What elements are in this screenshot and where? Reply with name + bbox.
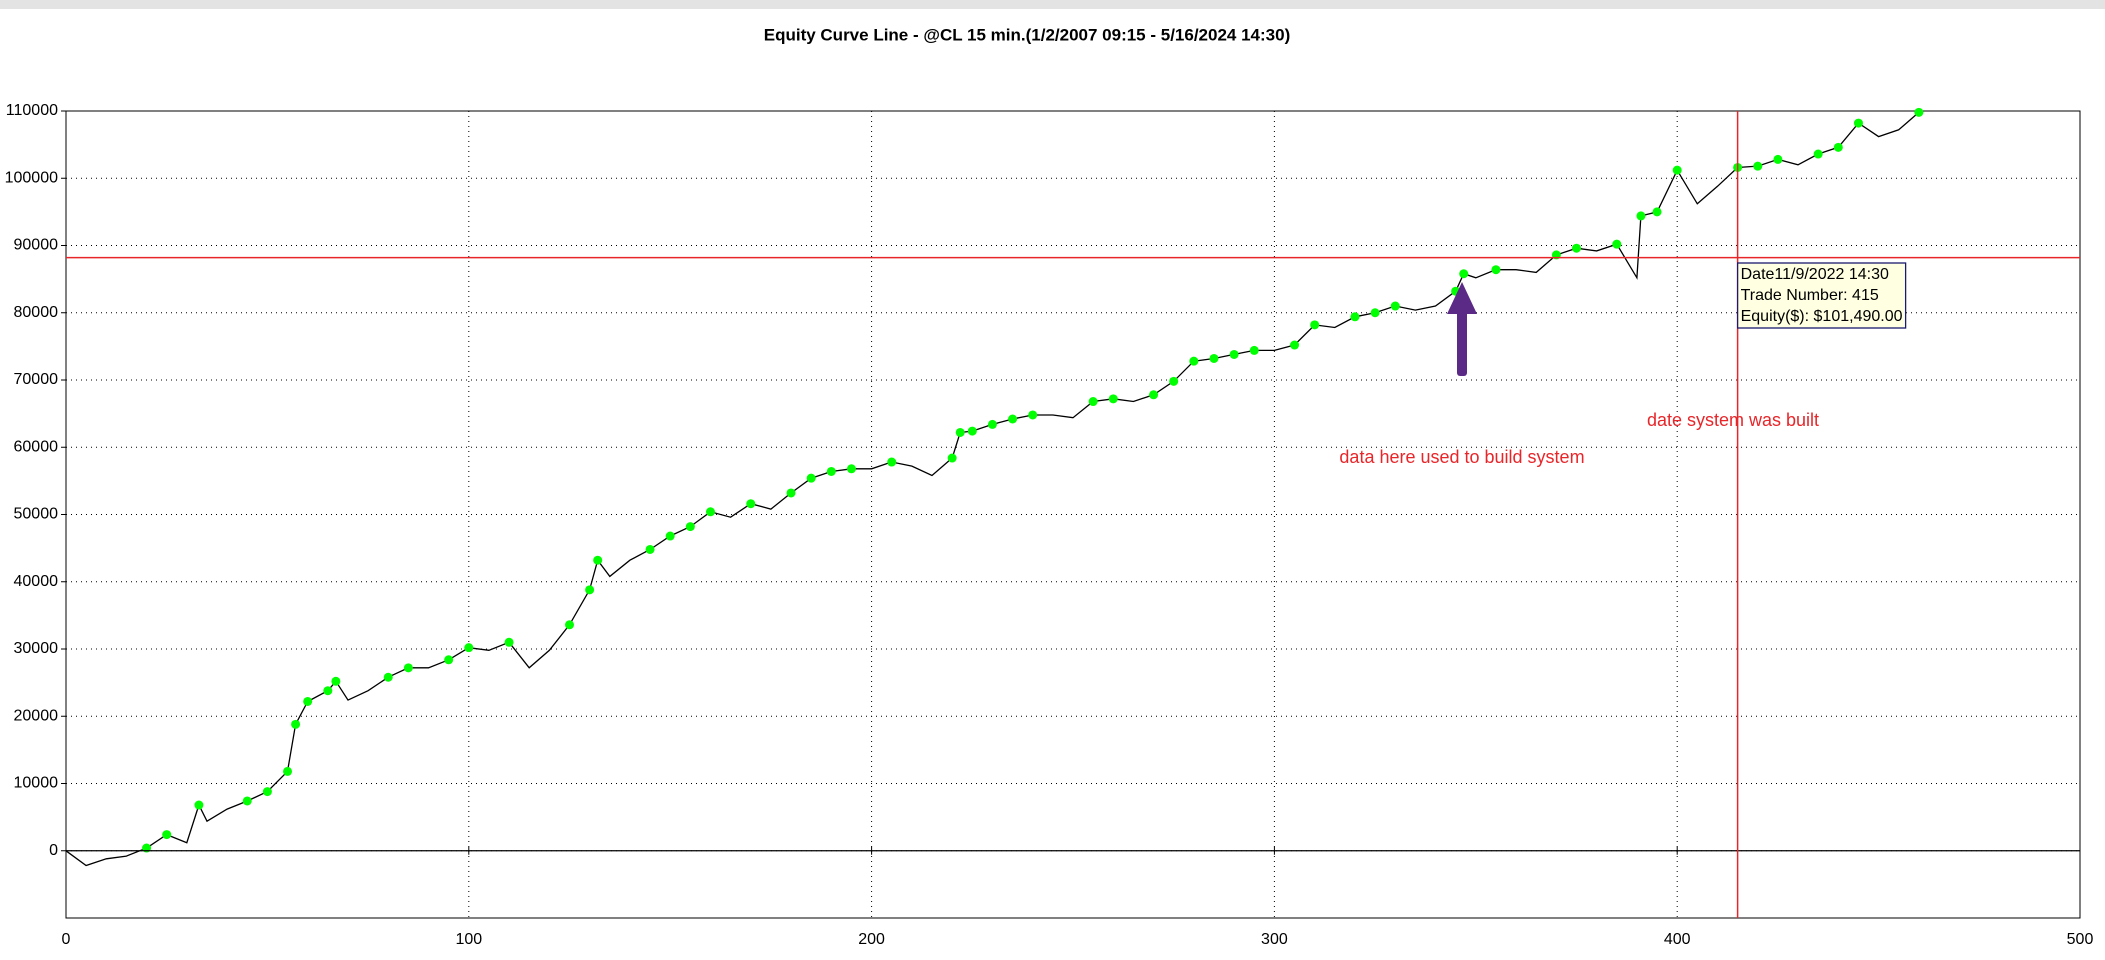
- y-tick-label: 70000: [14, 371, 59, 388]
- top-bar: [0, 0, 2105, 9]
- tooltip-text: Date11/9/2022 14:30: [1741, 266, 1889, 283]
- equity-high-marker: [826, 466, 836, 476]
- equity-high-marker: [565, 620, 574, 630]
- tooltip-text: Trade Number: 415: [1741, 287, 1879, 304]
- equity-high-marker: [1008, 414, 1018, 424]
- equity-high-marker: [1189, 356, 1199, 366]
- equity-high-marker: [1833, 142, 1843, 152]
- annotation: date system was built: [1647, 410, 1819, 430]
- x-tick-label: 200: [858, 931, 885, 948]
- equity-high-marker: [585, 585, 595, 595]
- equity-high-marker: [242, 796, 252, 806]
- equity-high-marker: [1169, 376, 1179, 386]
- equity-high-marker: [1370, 308, 1380, 318]
- x-tick-label: 400: [1664, 931, 1691, 948]
- equity-high-marker: [1459, 269, 1469, 279]
- equity-high-marker: [1229, 349, 1239, 359]
- equity-high-marker: [383, 672, 393, 682]
- plot-frame: [65, 110, 2081, 919]
- equity-high-marker: [705, 507, 715, 517]
- equity-line: [65, 111, 1920, 867]
- equity-high-marker: [786, 488, 796, 498]
- equity-high-marker: [1390, 301, 1400, 311]
- equity-high-marker: [1636, 211, 1646, 221]
- equity-high-marker: [444, 655, 454, 665]
- equity-high-marker: [194, 800, 204, 810]
- equity-high-marker: [1773, 154, 1783, 164]
- y-tick-label: 110000: [6, 102, 58, 119]
- equity-high-marker: [331, 676, 341, 686]
- x-tick-label: 500: [2067, 931, 2094, 948]
- equity-high-marker: [303, 696, 313, 706]
- equity-high-marker: [1028, 410, 1038, 420]
- x-tick-label: 0: [62, 931, 71, 948]
- tooltip-box: [1736, 262, 1907, 329]
- equity-high-marker: [504, 637, 514, 647]
- y-tick-label: 60000: [14, 438, 59, 455]
- tooltip: Date11/9/2022 14:30 Trade Number: 415 Equi…: [1736, 262, 1907, 329]
- y-tick-label: 80000: [14, 304, 59, 321]
- equity-high-marker: [162, 830, 172, 840]
- equity-high-marker: [846, 464, 856, 474]
- y-tick-label: 10000: [14, 775, 59, 792]
- y-tick-label: 0: [49, 842, 58, 859]
- equity-high-marker: [1491, 265, 1501, 275]
- equity-high-marker: [1853, 118, 1863, 128]
- equity-high-marker: [283, 766, 293, 776]
- equity-high-marker: [262, 787, 272, 797]
- equity-high-marker: [1813, 149, 1823, 159]
- equity-high-marker: [1310, 320, 1320, 330]
- equity-high-marker: [1209, 353, 1219, 363]
- y-tick-label: 20000: [14, 707, 59, 724]
- equity-high-marker: [806, 473, 816, 483]
- y-tick-label: 90000: [14, 237, 59, 254]
- equity-high-marker: [1914, 107, 1924, 117]
- equity-high-marker: [1753, 161, 1763, 171]
- equity-high-marker: [967, 426, 977, 436]
- annotation: data here used to build system: [1339, 447, 1584, 467]
- equity-high-marker: [323, 686, 333, 696]
- equity-high-marker: [665, 531, 675, 541]
- equity-high-marker: [464, 643, 474, 653]
- equity-high-marker: [1249, 345, 1259, 355]
- equity-high-marker: [887, 457, 897, 467]
- chart-title: Equity Curve Line - @CL 15 min.(1/2/2007…: [764, 25, 1291, 44]
- grid: [65, 110, 2081, 918]
- equity-high-marker: [645, 544, 655, 554]
- equity-high-marker: [1572, 243, 1581, 253]
- equity-high-marker: [593, 555, 603, 565]
- equity-high-marker: [291, 719, 301, 729]
- equity-high-marker: [685, 522, 695, 532]
- equity-high-marker: [955, 427, 965, 437]
- equity-high-marker: [403, 663, 413, 673]
- equity-high-marker: [1612, 239, 1622, 249]
- equity-high-marker: [1350, 312, 1360, 322]
- equity-high-marker: [1672, 165, 1682, 175]
- tooltip-text: Equity($): $101,490.00: [1741, 308, 1903, 325]
- plot: [65, 107, 1924, 867]
- equity-high-marker: [1108, 394, 1118, 404]
- arrow: [1447, 282, 1477, 376]
- equity-high-marker: [947, 453, 957, 463]
- equity-high-marker: [1088, 397, 1098, 407]
- equity-high-marker: [746, 499, 756, 509]
- equity-high-marker: [1652, 207, 1662, 217]
- y-tick-label: 30000: [14, 640, 59, 657]
- y-tick-label: 40000: [14, 573, 59, 590]
- x-tick-label: 100: [455, 931, 482, 948]
- y-tick-label: 100000: [5, 169, 58, 186]
- y-tick-label: 50000: [14, 506, 59, 523]
- equity-high-marker: [1149, 390, 1159, 400]
- x-tick-label: 300: [1261, 931, 1288, 948]
- equity-high-marker: [1290, 340, 1300, 350]
- equity-high-marker: [987, 419, 997, 429]
